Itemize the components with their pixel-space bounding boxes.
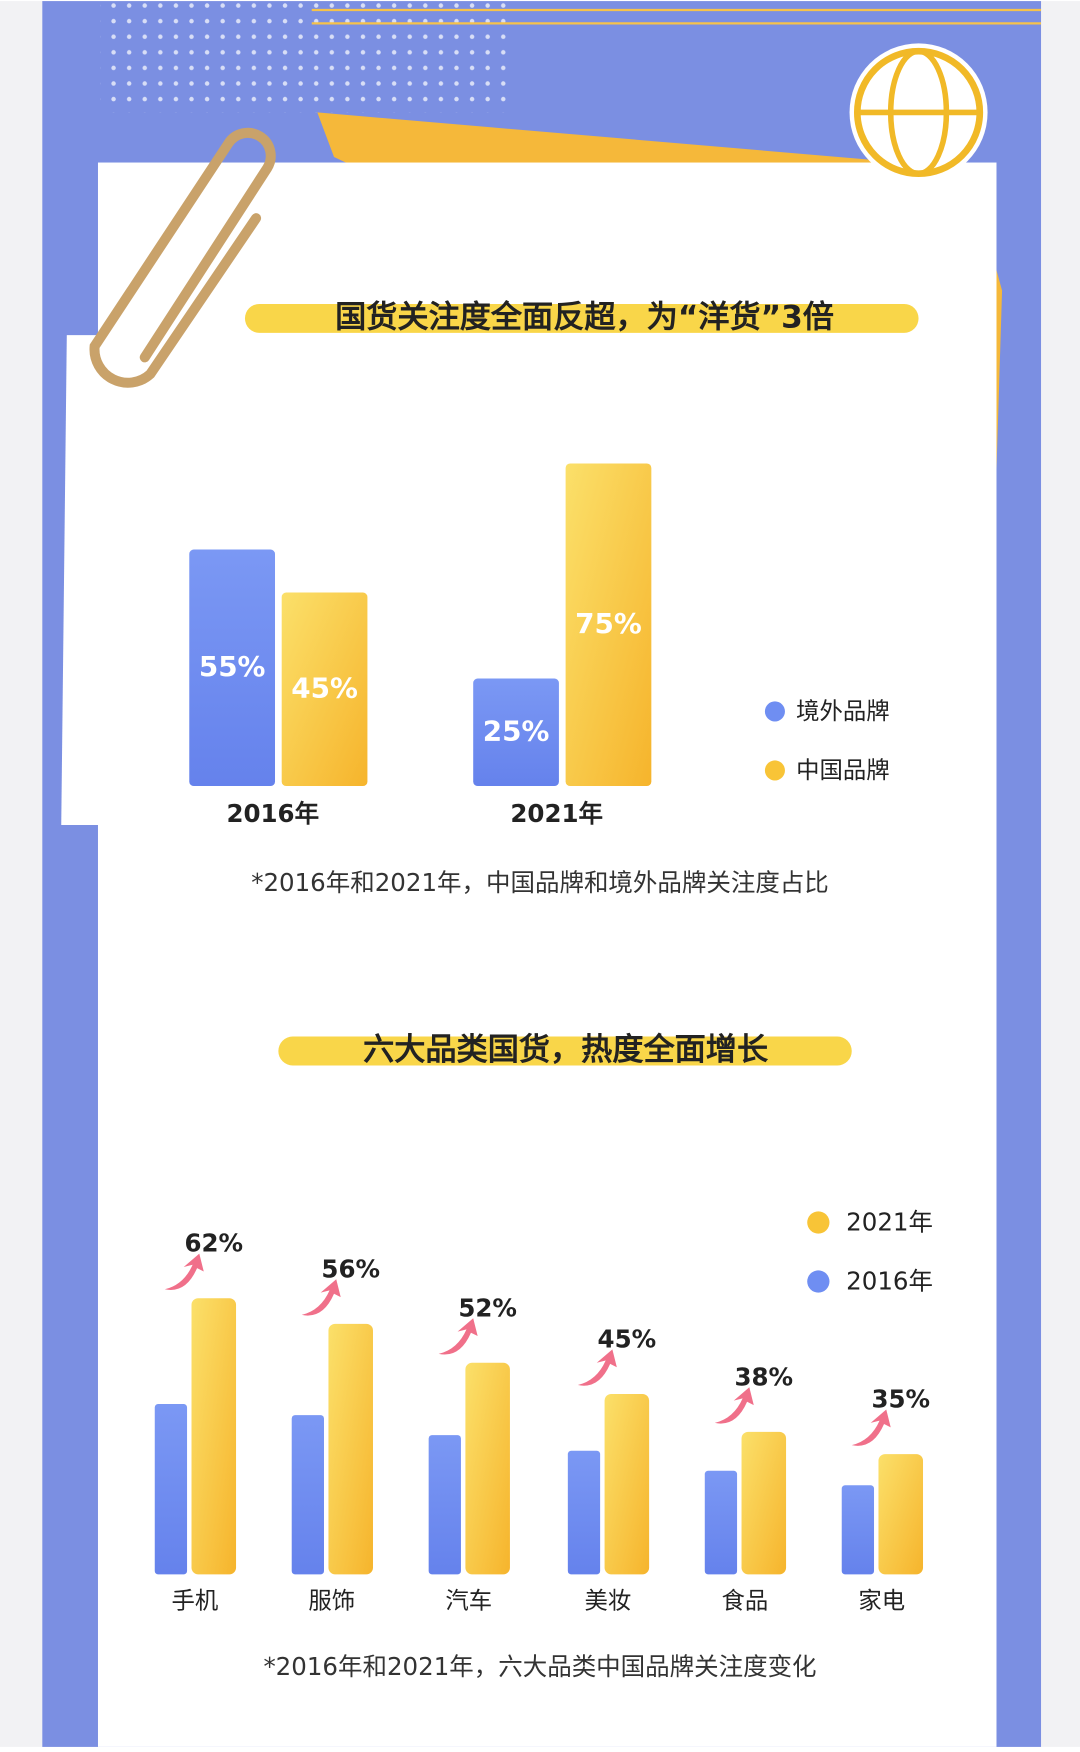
title-highlight bbox=[278, 1036, 852, 1066]
torn-paper bbox=[61, 335, 106, 826]
bar bbox=[473, 678, 559, 787]
bar bbox=[328, 1323, 373, 1575]
x-tick-label: 服饰 bbox=[308, 1587, 355, 1615]
growth-label: 45% bbox=[598, 1325, 657, 1354]
globe-icon bbox=[849, 43, 988, 182]
growth-arrow bbox=[714, 1387, 754, 1424]
top-lines bbox=[311, 8, 1042, 25]
bar bbox=[281, 592, 368, 787]
legend-label: 中国品牌 bbox=[796, 756, 890, 784]
bar bbox=[604, 1393, 650, 1575]
card bbox=[97, 162, 997, 1747]
bar bbox=[428, 1435, 461, 1575]
legend-label: 2021年 bbox=[846, 1208, 933, 1237]
x-tick-label: 2016年 bbox=[226, 799, 319, 828]
legend-marker bbox=[764, 760, 785, 781]
dot-pattern bbox=[100, 1, 513, 113]
chart-note: *2016年和2021年，六大品类中国品牌关注度变化 bbox=[263, 1652, 816, 1681]
bar bbox=[189, 549, 276, 787]
chart-title: 国货关注度全面反超，为“洋货”3倍 bbox=[335, 299, 834, 335]
growth-label: 56% bbox=[321, 1254, 380, 1283]
bar bbox=[741, 1431, 787, 1575]
bar bbox=[878, 1454, 924, 1575]
paperclip bbox=[89, 127, 276, 388]
x-tick-label: 食品 bbox=[721, 1587, 768, 1615]
legend-label: 境外品牌 bbox=[796, 697, 890, 725]
legend-marker bbox=[807, 1211, 830, 1234]
x-tick-label: 2021年 bbox=[510, 799, 603, 828]
x-tick-label: 手机 bbox=[171, 1587, 218, 1615]
chart-note: *2016年和2021年，中国品牌和境外品牌关注度占比 bbox=[251, 868, 829, 897]
bar bbox=[565, 463, 652, 787]
bar bbox=[465, 1362, 510, 1575]
bar bbox=[191, 1298, 237, 1575]
value-label: 75% bbox=[575, 607, 642, 640]
growth-arrow bbox=[438, 1318, 478, 1355]
x-tick-label: 家电 bbox=[858, 1587, 905, 1615]
bar bbox=[704, 1470, 738, 1575]
growth-label: 52% bbox=[458, 1293, 517, 1322]
x-tick-label: 汽车 bbox=[445, 1587, 492, 1615]
value-label: 55% bbox=[199, 650, 266, 683]
bar bbox=[291, 1415, 324, 1575]
legend-marker bbox=[807, 1270, 830, 1293]
growth-label: 62% bbox=[184, 1229, 243, 1258]
legend-label: 2016年 bbox=[846, 1267, 933, 1296]
bar bbox=[841, 1485, 875, 1575]
x-tick-label: 美妆 bbox=[585, 1587, 632, 1615]
bar bbox=[567, 1450, 601, 1575]
growth-label: 35% bbox=[871, 1385, 930, 1414]
chart-title: 六大品类国货，热度全面增长 bbox=[363, 1032, 769, 1068]
growth-label: 38% bbox=[734, 1362, 793, 1391]
title-highlight bbox=[244, 303, 919, 333]
legend-marker bbox=[764, 701, 785, 722]
bar bbox=[154, 1403, 188, 1575]
value-label: 45% bbox=[291, 671, 358, 704]
growth-arrow bbox=[851, 1409, 891, 1446]
value-label: 25% bbox=[483, 714, 550, 747]
growth-arrow bbox=[301, 1279, 341, 1316]
growth-arrow bbox=[164, 1253, 204, 1290]
growth-arrow bbox=[577, 1349, 617, 1386]
